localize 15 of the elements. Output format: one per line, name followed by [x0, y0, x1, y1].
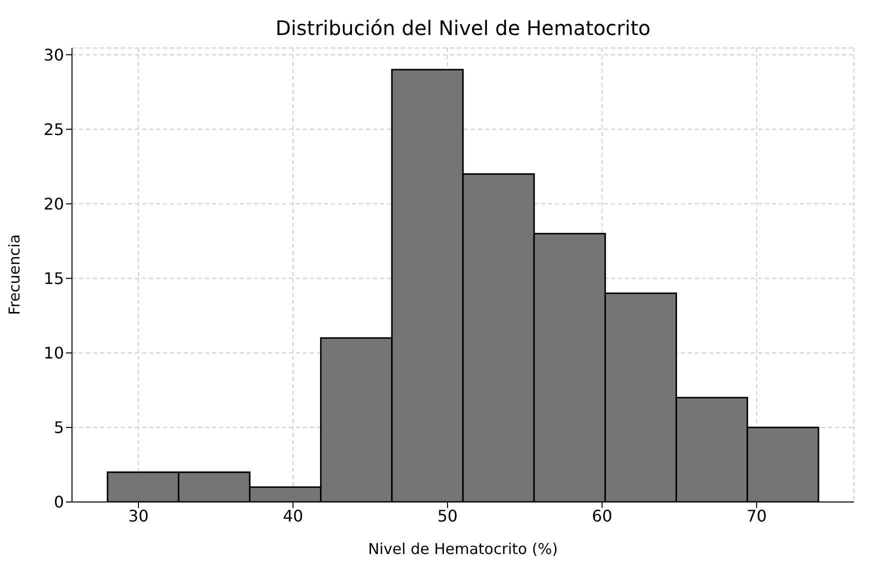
y-tick-label: 25 — [44, 120, 64, 139]
x-tick-label: 60 — [592, 506, 612, 526]
x-tick-label: 70 — [746, 506, 767, 526]
x-tick-label: 30 — [128, 506, 149, 526]
chart-title: Distribución del Nivel de Hematocrito — [274, 16, 652, 40]
y-tick-label: 5 — [54, 418, 64, 438]
x-tick-label: 50 — [437, 506, 458, 526]
y-axis-title: Frecuencia — [5, 234, 24, 315]
y-tick-label: 30 — [44, 45, 64, 64]
y-tick-label: 15 — [44, 269, 64, 288]
x-tick-label: 40 — [282, 506, 304, 526]
y-tick-label: 20 — [44, 194, 64, 214]
y-tick-label: 0 — [54, 492, 64, 512]
y-tick-label: 10 — [44, 344, 64, 363]
x-axis-title: Nivel de Hematocrito (%) — [368, 540, 558, 558]
